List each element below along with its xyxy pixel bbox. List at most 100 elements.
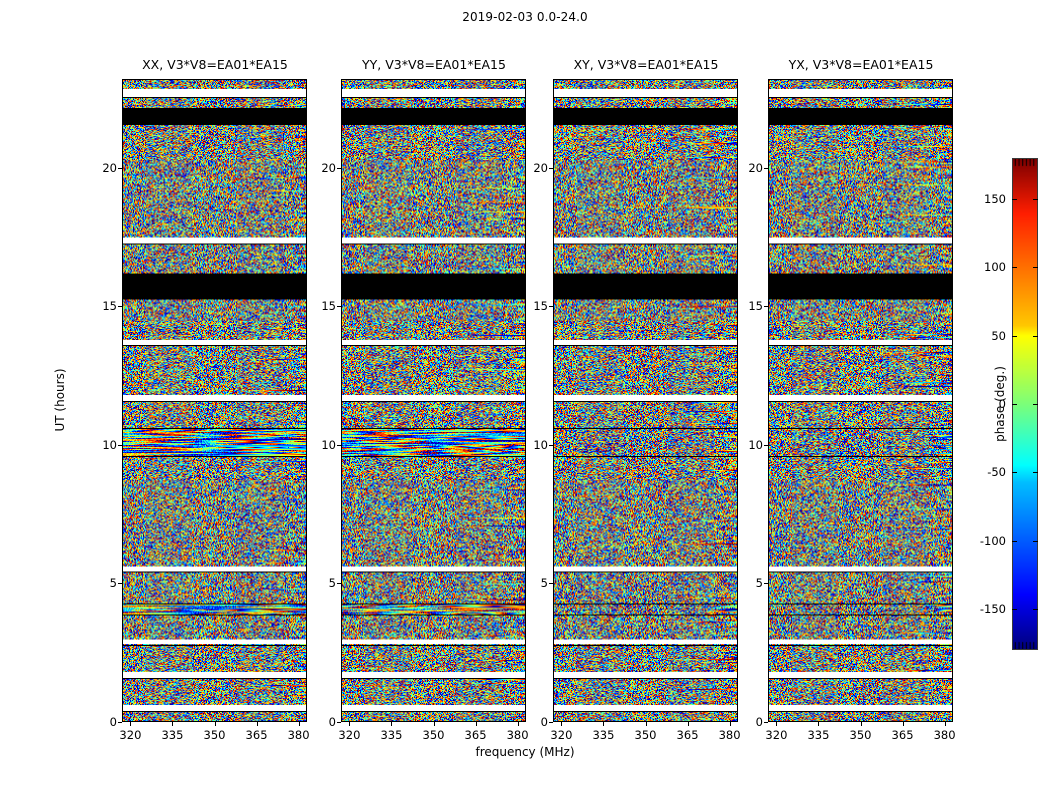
y-tick-mark bbox=[549, 306, 553, 308]
panel-xy: XY, V3*V8=EA01*EA15 320 335 350 365 380 0 5 10 1… bbox=[533, 57, 740, 742]
y-tick-label: 0 bbox=[755, 715, 763, 729]
y-tick-mark bbox=[549, 167, 553, 169]
y-tick-label: 0 bbox=[109, 715, 117, 729]
x-tick-label: 365 bbox=[245, 728, 268, 742]
y-tick-mark bbox=[549, 722, 553, 723]
x-tick-mark bbox=[729, 722, 731, 726]
y-tick-mark bbox=[118, 722, 122, 723]
x-tick-mark bbox=[391, 722, 393, 726]
y-tick-mark bbox=[549, 444, 553, 446]
x-tick-mark bbox=[349, 722, 351, 726]
panel-yx-axes[interactable] bbox=[768, 79, 953, 722]
panel-yy: YY, V3*V8=EA01*EA15 320 335 350 365 380 0 5 10 1… bbox=[321, 57, 528, 742]
colorbar-tick-mark bbox=[1012, 267, 1017, 269]
x-tick-label: 350 bbox=[634, 728, 657, 742]
panel-xy-title: XY, V3*V8=EA01*EA15 bbox=[573, 57, 719, 72]
colorbar-tick-mark bbox=[1033, 335, 1038, 337]
y-tick-label: 10 bbox=[102, 437, 117, 452]
x-tick-label: 335 bbox=[161, 728, 184, 742]
x-tick-label: 380 bbox=[287, 728, 310, 742]
x-tick-mark bbox=[475, 722, 477, 726]
colorbar-tick-label: -50 bbox=[987, 465, 1006, 480]
y-tick-label: 20 bbox=[748, 160, 763, 175]
x-tick-label: 380 bbox=[718, 728, 741, 742]
y-tick-mark bbox=[337, 306, 341, 308]
colorbar-tick-mark bbox=[1033, 540, 1038, 542]
panel-yx-title: YX, V3*V8=EA01*EA15 bbox=[788, 57, 934, 72]
x-tick-label: 365 bbox=[464, 728, 487, 742]
x-tick-label: 365 bbox=[676, 728, 699, 742]
x-tick-label: 320 bbox=[119, 728, 142, 742]
x-axis-label: frequency (MHz) bbox=[475, 745, 575, 759]
x-tick-mark bbox=[298, 722, 300, 726]
x-tick-mark bbox=[860, 722, 862, 726]
x-tick-mark bbox=[944, 722, 946, 726]
panel-xx-axes[interactable] bbox=[122, 79, 307, 722]
panel-xy-axes[interactable] bbox=[553, 79, 738, 722]
x-tick-mark bbox=[687, 722, 689, 726]
y-tick-mark bbox=[764, 722, 768, 723]
y-tick-label: 10 bbox=[533, 437, 548, 452]
colorbar-tick-mark bbox=[1012, 609, 1017, 610]
colorbar-tick-label: 50 bbox=[991, 328, 1006, 343]
x-tick-label: 365 bbox=[891, 728, 914, 742]
x-tick-label: 380 bbox=[506, 728, 529, 742]
y-tick-label: 15 bbox=[321, 299, 336, 314]
x-tick-mark bbox=[214, 722, 216, 726]
y-tick-label: 20 bbox=[533, 160, 548, 175]
x-tick-label: 335 bbox=[380, 728, 403, 742]
y-tick-label: 10 bbox=[321, 437, 336, 452]
y-tick-label: 20 bbox=[102, 160, 117, 175]
colorbar-tick-label: -100 bbox=[979, 533, 1006, 548]
x-tick-mark bbox=[902, 722, 904, 726]
y-tick-label: 15 bbox=[748, 299, 763, 314]
x-tick-label: 350 bbox=[203, 728, 226, 742]
y-tick-label: 5 bbox=[540, 576, 548, 591]
x-tick-label: 320 bbox=[550, 728, 573, 742]
colorbar-tick-mark bbox=[1033, 609, 1038, 610]
x-tick-mark bbox=[776, 722, 778, 726]
colorbar-tick-mark bbox=[1033, 199, 1038, 200]
panel-yx: YX, V3*V8=EA01*EA15 320 335 350 365 380 0 5 10 1… bbox=[748, 57, 955, 742]
y-tick-label: 15 bbox=[533, 299, 548, 314]
x-tick-mark bbox=[130, 722, 132, 726]
panel-xx: XX, V3*V8=EA01*EA15 320 335 350 365 380 0 5 10 1… bbox=[102, 57, 309, 742]
y-tick-label: 20 bbox=[321, 160, 336, 175]
colorbar-tick-mark bbox=[1033, 472, 1038, 474]
x-tick-label: 320 bbox=[765, 728, 788, 742]
y-tick-mark bbox=[549, 583, 553, 585]
x-tick-mark bbox=[256, 722, 258, 726]
y-tick-mark bbox=[337, 167, 341, 169]
colorbar-tick-mark bbox=[1033, 404, 1038, 405]
panel-yy-axes[interactable] bbox=[341, 79, 526, 722]
y-tick-label: 5 bbox=[328, 576, 336, 591]
x-tick-mark bbox=[645, 722, 647, 726]
colorbar-tick-label: 0 bbox=[998, 397, 1006, 411]
y-tick-mark bbox=[118, 306, 122, 308]
colorbar-tick-label: 100 bbox=[984, 260, 1006, 275]
y-tick-mark bbox=[764, 167, 768, 169]
x-tick-mark bbox=[561, 722, 563, 726]
y-tick-label: 0 bbox=[328, 715, 336, 729]
y-tick-label: 0 bbox=[540, 715, 548, 729]
y-axis-label: UT (hours) bbox=[53, 368, 67, 432]
colorbar-tick-mark bbox=[1033, 267, 1038, 269]
y-tick-mark bbox=[118, 167, 122, 169]
y-tick-mark bbox=[764, 444, 768, 446]
colorbar-tick-label: 150 bbox=[984, 192, 1006, 206]
y-tick-label: 5 bbox=[755, 576, 763, 591]
x-tick-label: 335 bbox=[807, 728, 830, 742]
x-tick-label: 380 bbox=[933, 728, 956, 742]
y-tick-label: 10 bbox=[748, 437, 763, 452]
x-tick-label: 350 bbox=[422, 728, 445, 742]
colorbar-label: phase (deg.) bbox=[993, 366, 1007, 442]
colorbar-tick-mark bbox=[1012, 404, 1017, 405]
colorbar-tick-mark bbox=[1012, 335, 1017, 337]
y-tick-label: 5 bbox=[109, 576, 117, 591]
x-tick-mark bbox=[603, 722, 605, 726]
x-tick-mark bbox=[172, 722, 174, 726]
y-tick-mark bbox=[337, 583, 341, 585]
colorbar-tick-mark bbox=[1012, 199, 1017, 200]
x-tick-label: 350 bbox=[849, 728, 872, 742]
